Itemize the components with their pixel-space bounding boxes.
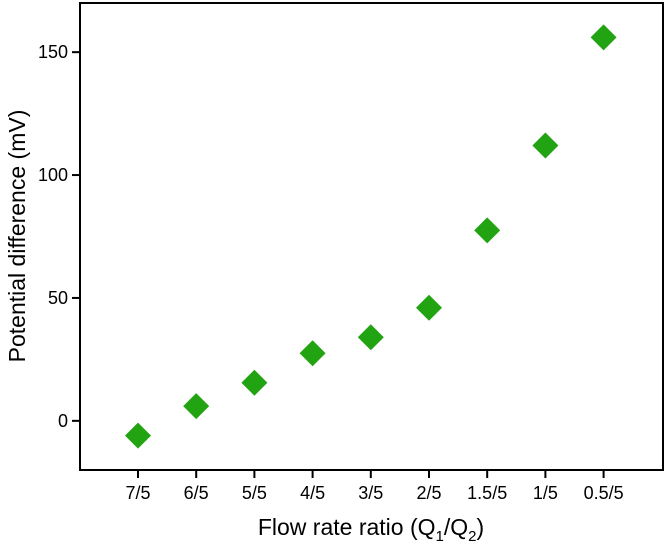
data-point [357, 324, 384, 351]
y-axis-title: Potential difference (mV) [4, 110, 30, 363]
y-tick-label: 0 [58, 411, 68, 431]
plot-frame [79, 2, 664, 471]
data-point [590, 24, 617, 51]
y-tick-label: 100 [38, 165, 68, 185]
data-point [474, 217, 501, 244]
y-tick-label: 150 [38, 42, 68, 62]
data-point [532, 132, 559, 159]
x-axis-title: Flow rate ratio (Q1/Q2) [258, 514, 484, 543]
x-tick-label: 3/5 [358, 483, 383, 503]
x-tick-label: 7/5 [125, 483, 150, 503]
x-tick-label: 1.5/5 [467, 483, 507, 503]
x-tick-label: 2/5 [416, 483, 441, 503]
x-tick-label: 5/5 [242, 483, 267, 503]
data-point [183, 393, 210, 420]
data-point [125, 422, 151, 449]
y-tick-label: 50 [48, 288, 68, 308]
data-point [241, 369, 268, 396]
data-point [416, 294, 442, 321]
x-axis: 7/5 6/5 5/5 4/5 3/5 2/5 1.5/5 1/5 0.5/5 [125, 470, 624, 503]
y-axis: 0 50 100 150 [38, 42, 80, 431]
x-tick-label: 6/5 [184, 483, 209, 503]
x-tick-label: 0.5/5 [584, 483, 624, 503]
data-point [299, 340, 326, 367]
x-tick-label: 1/5 [533, 483, 558, 503]
x-tick-label: 4/5 [300, 483, 325, 503]
data-markers [125, 24, 617, 449]
